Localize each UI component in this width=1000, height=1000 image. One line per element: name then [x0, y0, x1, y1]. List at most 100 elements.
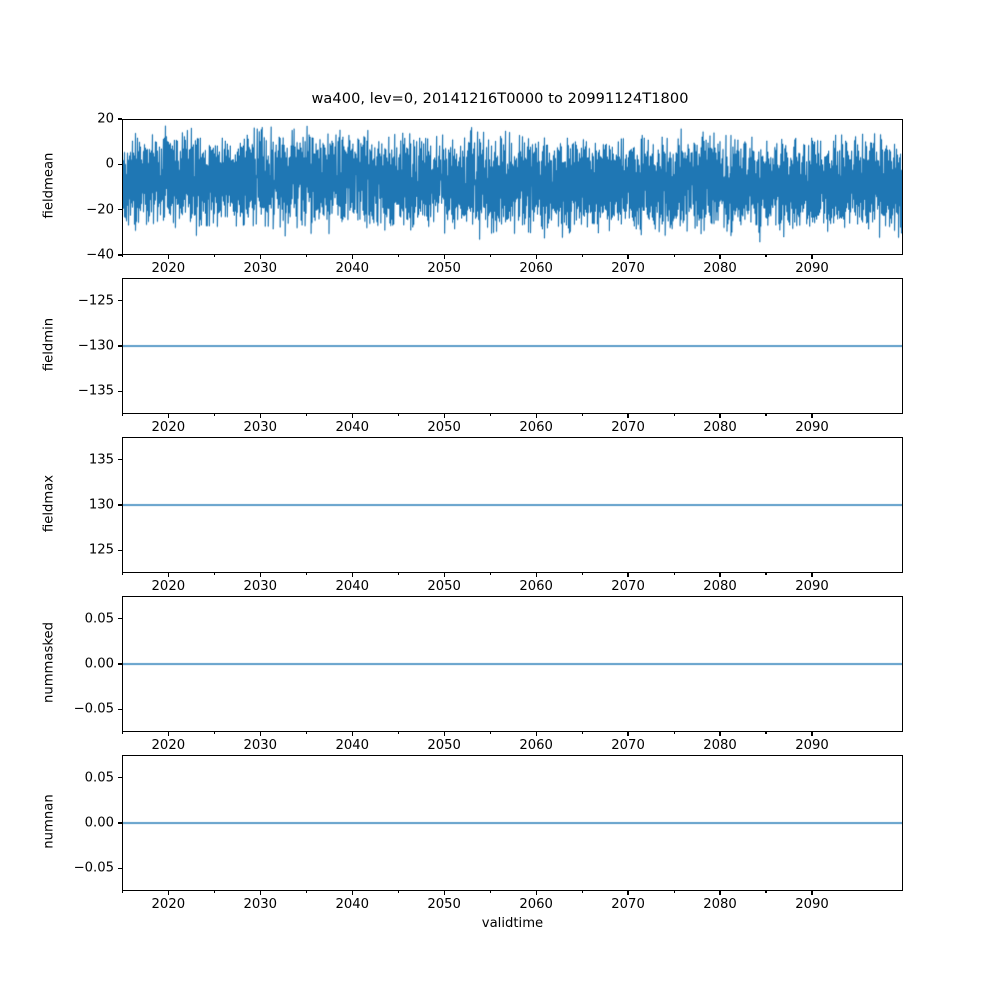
x-tick-mark-major [443, 573, 445, 578]
y-tick-label-nummasked: 0.00 [84, 656, 114, 672]
plot-canvas-fieldmax [123, 438, 902, 572]
plot-canvas-fieldmin [123, 279, 902, 413]
x-tick-mark-major [719, 255, 721, 260]
x-tick-mark-major [627, 414, 629, 419]
x-tick-mark-major [351, 891, 353, 896]
x-tick-mark-minor [673, 255, 675, 258]
y-tick-label-numnan: 0.05 [84, 770, 114, 786]
x-tick-mark-minor [213, 414, 215, 417]
x-tick-mark-minor [305, 732, 307, 735]
y-tick-mark [117, 118, 122, 120]
x-tick-mark-minor [765, 255, 767, 258]
x-tick-mark-major [627, 891, 629, 896]
x-tick-mark-major [811, 255, 813, 260]
y-tick-label-fieldmin: −135 [77, 383, 114, 399]
x-tick-mark-major [167, 255, 169, 260]
x-tick-label-fieldmax: 2070 [611, 579, 645, 594]
x-tick-mark-major [259, 732, 261, 737]
y-tick-mark [117, 867, 122, 869]
x-tick-label-fieldmax: 2030 [243, 579, 278, 594]
y-tick-mark [117, 163, 122, 165]
y-tick-mark [117, 390, 122, 392]
x-tick-mark-minor [121, 414, 123, 417]
x-tick-mark-major [811, 732, 813, 737]
x-tick-mark-major [167, 573, 169, 578]
x-tick-mark-minor [121, 732, 123, 735]
x-tick-mark-minor [213, 891, 215, 894]
figure-title: wa400, lev=0, 20141216T0000 to 20991124T… [311, 91, 689, 107]
x-tick-label-nummasked: 2080 [703, 738, 737, 753]
x-tick-label-nummasked: 2070 [611, 738, 645, 753]
plot-panel-fieldmin [122, 278, 903, 414]
y-tick-mark [117, 209, 122, 211]
plot-panel-numnan [122, 755, 903, 891]
x-tick-label-fieldmin: 2070 [611, 420, 645, 435]
y-tick-label-nummasked: 0.05 [84, 611, 114, 627]
x-tick-mark-minor [121, 891, 123, 894]
x-tick-mark-minor [489, 573, 491, 576]
x-tick-label-fieldmin: 2060 [519, 420, 553, 435]
x-tick-mark-major [811, 573, 813, 578]
x-tick-label-nummasked: 2030 [243, 738, 278, 753]
x-tick-mark-minor [765, 891, 767, 894]
plot-panel-fieldmean [122, 119, 903, 255]
x-tick-mark-major [259, 414, 261, 419]
x-tick-mark-major [535, 732, 537, 737]
x-tick-mark-minor [489, 732, 491, 735]
x-tick-mark-minor [581, 414, 583, 417]
x-tick-mark-minor [673, 573, 675, 576]
x-tick-label-fieldmean: 2080 [703, 261, 737, 276]
x-tick-label-fieldmax: 2040 [335, 579, 370, 594]
y-tick-mark [117, 300, 122, 302]
x-tick-mark-major [443, 891, 445, 896]
x-tick-label-fieldmean: 2060 [519, 261, 553, 276]
x-tick-mark-major [351, 573, 353, 578]
x-tick-mark-major [719, 573, 721, 578]
x-tick-mark-major [167, 891, 169, 896]
x-tick-mark-minor [581, 573, 583, 576]
x-tick-label-fieldmin: 2080 [703, 420, 737, 435]
y-tick-mark [117, 459, 122, 461]
y-tick-label-nummasked: −0.05 [73, 701, 114, 717]
y-tick-label-fieldmean: 0 [105, 156, 114, 172]
x-tick-mark-minor [673, 732, 675, 735]
x-tick-label-numnan: 2050 [427, 897, 461, 912]
y-tick-label-numnan: −0.05 [73, 860, 114, 876]
y-tick-mark [117, 708, 122, 710]
y-tick-label-numnan: 0.00 [84, 815, 114, 831]
x-tick-mark-major [443, 414, 445, 419]
x-tick-label-nummasked: 2090 [795, 738, 829, 753]
x-tick-mark-minor [673, 891, 675, 894]
x-tick-mark-minor [489, 414, 491, 417]
x-tick-mark-minor [121, 573, 123, 576]
x-tick-label-fieldmax: 2090 [795, 579, 829, 594]
x-tick-mark-minor [581, 891, 583, 894]
y-axis-label-fieldmean: fieldmean [41, 152, 57, 219]
y-tick-mark [117, 663, 122, 665]
y-tick-mark [117, 254, 122, 256]
x-tick-mark-major [351, 414, 353, 419]
plot-panel-fieldmax [122, 437, 903, 573]
x-tick-mark-minor [765, 414, 767, 417]
x-tick-label-fieldmin: 2090 [795, 420, 829, 435]
x-tick-mark-minor [397, 573, 399, 576]
y-tick-label-fieldmean: 20 [97, 111, 114, 127]
x-tick-label-numnan: 2060 [519, 897, 553, 912]
x-tick-mark-minor [397, 255, 399, 258]
x-tick-label-fieldmax: 2060 [519, 579, 553, 594]
x-axis-label: validtime [481, 916, 544, 931]
x-tick-mark-minor [489, 891, 491, 894]
x-tick-label-nummasked: 2020 [151, 738, 186, 753]
plot-panel-nummasked [122, 596, 903, 732]
y-tick-mark [117, 504, 122, 506]
x-tick-label-fieldmin: 2040 [335, 420, 370, 435]
x-tick-label-fieldmax: 2020 [151, 579, 186, 594]
x-tick-mark-minor [213, 255, 215, 258]
x-tick-label-fieldmean: 2050 [427, 261, 461, 276]
x-tick-label-nummasked: 2060 [519, 738, 553, 753]
x-tick-label-fieldmin: 2050 [427, 420, 461, 435]
x-tick-mark-minor [305, 255, 307, 258]
x-tick-mark-major [351, 255, 353, 260]
x-tick-label-fieldmin: 2030 [243, 420, 278, 435]
